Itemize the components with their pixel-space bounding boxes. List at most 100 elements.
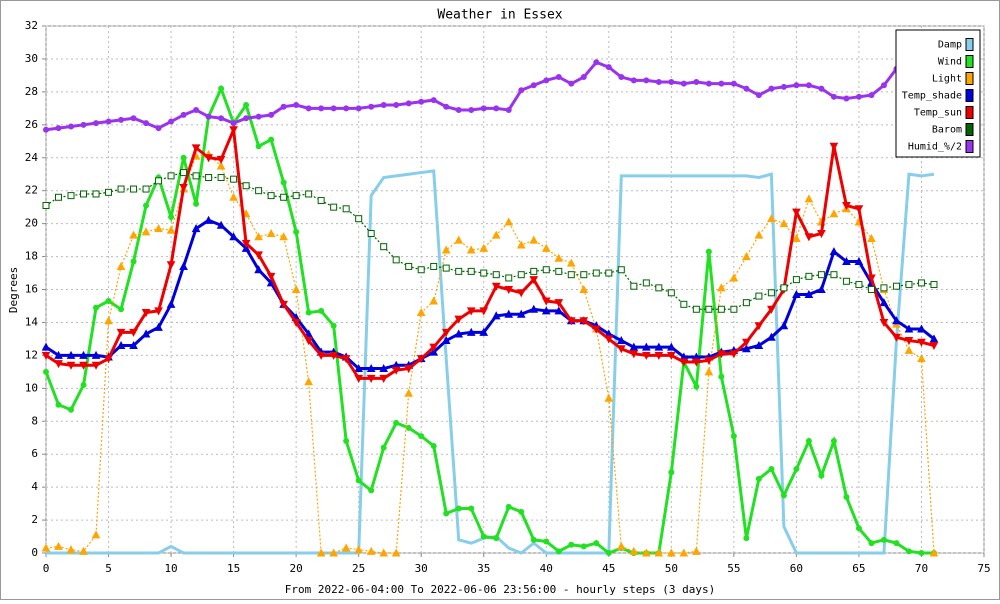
point [641, 342, 651, 351]
point [442, 264, 450, 272]
point [292, 192, 300, 200]
point [567, 271, 575, 279]
point [504, 309, 514, 318]
point [505, 274, 513, 282]
point [192, 172, 200, 180]
point [118, 116, 125, 123]
point [530, 82, 537, 89]
point [754, 322, 764, 331]
point [830, 271, 838, 279]
y-tick-label: 30 [25, 52, 38, 65]
point [792, 289, 801, 298]
point [154, 322, 163, 331]
x-tick-label: 0 [43, 562, 50, 575]
point [318, 307, 325, 314]
point [154, 307, 163, 316]
legend-label: Light [932, 74, 962, 85]
point [216, 220, 226, 229]
point [730, 433, 737, 440]
point [505, 106, 512, 113]
legend-label: Barom [932, 125, 962, 136]
point [317, 197, 325, 205]
legend-swatch [965, 89, 974, 102]
point [518, 87, 525, 94]
series-line [45, 218, 935, 371]
point [379, 363, 389, 373]
point [66, 350, 76, 359]
point [742, 338, 751, 347]
point [468, 106, 475, 113]
point [642, 279, 650, 287]
point [743, 85, 750, 92]
point [280, 103, 287, 110]
legend-swatch [965, 106, 974, 119]
point [516, 240, 526, 249]
point [180, 111, 187, 118]
point [216, 161, 226, 170]
point [779, 321, 789, 330]
point [779, 219, 789, 228]
point [55, 125, 62, 132]
point [454, 315, 464, 324]
point [829, 142, 839, 151]
y-tick-label: 22 [25, 184, 38, 197]
point [368, 103, 375, 110]
point [593, 59, 600, 66]
point [418, 98, 425, 105]
point [616, 541, 626, 550]
point [380, 444, 387, 451]
point [416, 308, 426, 317]
point [167, 172, 175, 180]
point [104, 355, 113, 364]
x-tick-label: 45 [602, 562, 615, 575]
point [717, 283, 726, 292]
point [580, 543, 587, 550]
point [93, 304, 100, 311]
point [243, 115, 250, 122]
point [441, 328, 451, 337]
point [842, 277, 850, 285]
point [366, 374, 376, 383]
point [780, 83, 787, 90]
point [443, 103, 450, 110]
point [917, 338, 926, 347]
point [542, 266, 550, 274]
point [267, 192, 275, 200]
point [191, 144, 201, 153]
point [604, 335, 614, 344]
point [54, 360, 63, 369]
point [168, 214, 175, 221]
point [768, 466, 775, 473]
point [368, 487, 375, 494]
point [367, 230, 375, 238]
point [380, 102, 387, 109]
point [904, 324, 914, 333]
point [730, 305, 738, 313]
point [116, 328, 126, 337]
point [530, 267, 538, 275]
point [468, 505, 475, 512]
point [141, 227, 151, 236]
point [455, 106, 462, 113]
point [754, 340, 764, 349]
point [216, 155, 226, 164]
point [817, 271, 825, 279]
legend-label: Temp_sun [914, 108, 962, 119]
point [93, 120, 100, 127]
y-tick-label: 12 [25, 348, 38, 361]
point [705, 305, 713, 313]
point [767, 332, 776, 341]
point [79, 350, 88, 359]
point [366, 363, 376, 373]
point [91, 350, 101, 359]
point [491, 230, 501, 239]
point [130, 258, 137, 265]
point [168, 118, 175, 125]
point [467, 267, 475, 275]
point [742, 252, 751, 261]
point [692, 546, 701, 555]
point [279, 232, 288, 241]
point [868, 92, 875, 99]
y-tick-label: 10 [25, 381, 38, 394]
